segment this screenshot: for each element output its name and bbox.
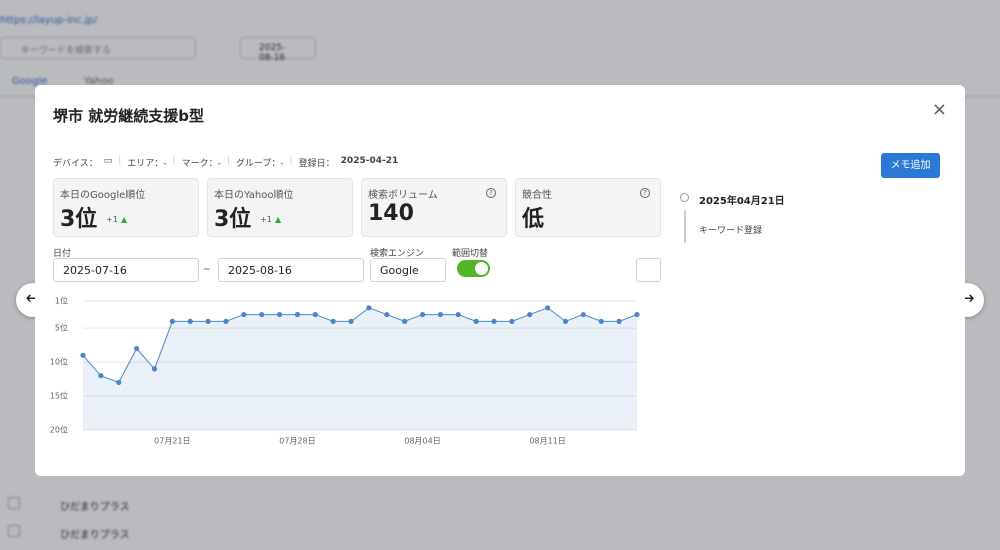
range-toggle[interactable]: [457, 260, 490, 277]
point: [473, 318, 479, 324]
timeline-text: キーワード登録: [699, 226, 763, 236]
timeline-dot: [680, 193, 689, 202]
engine-select[interactable]: Google: [370, 258, 446, 282]
date-separator: ~: [203, 265, 211, 275]
device-icon: ▭: [103, 156, 113, 166]
point: [169, 318, 175, 324]
help-icon[interactable]: ?: [640, 188, 650, 198]
close-button[interactable]: ×: [931, 99, 947, 120]
point: [491, 318, 497, 324]
checkbox[interactable]: [8, 497, 20, 509]
timeline-date: 2025年04月21日: [699, 196, 785, 207]
point: [348, 318, 354, 324]
area: エリア：-: [127, 159, 167, 169]
card: 本日のYahoo順位 3位 +1 ▲: [207, 178, 353, 237]
x-tick-label: 08月04日: [404, 437, 440, 446]
point: [384, 311, 390, 318]
card: 検索ボリューム 140?: [361, 178, 507, 237]
y-tick-label: 15位: [50, 391, 68, 401]
range-label: 範囲切替: [452, 249, 489, 259]
date-label: 日付: [53, 249, 72, 259]
point: [241, 311, 247, 318]
engine-label: 検索エンジン: [370, 249, 425, 259]
modal: 堺市 就労継続支援b型 × デバイス： ▭ | エリア：- | マーク：- | グループ…: [35, 85, 965, 476]
end-date[interactable]: 2025-08-16: [218, 258, 364, 282]
card-value: 低: [522, 207, 545, 232]
panel-toggle[interactable]: [636, 258, 661, 282]
card-value: 3位: [60, 207, 98, 232]
card-label: 検索ボリューム: [368, 190, 438, 201]
point: [330, 318, 336, 324]
point: [616, 318, 622, 324]
point: [151, 366, 158, 372]
card-label: 本日のYahoo順位: [214, 190, 294, 201]
point: [437, 311, 444, 318]
device-label: デバイス：: [53, 159, 98, 169]
start-date[interactable]: 2025-07-16: [53, 258, 199, 282]
checkbox[interactable]: [8, 525, 20, 537]
point: [312, 311, 318, 318]
x-tick-label: 08月11日: [529, 437, 565, 446]
card: 競合性低?: [515, 178, 661, 237]
date-field[interactable]: 2025-08-16: [240, 37, 316, 63]
point: [98, 373, 104, 379]
point: [402, 318, 408, 324]
card-change: +1: [106, 215, 118, 224]
point: [116, 379, 122, 386]
card-label: 本日のGoogle順位: [60, 190, 146, 201]
row-name: ひだまりプラス: [60, 530, 130, 541]
help-icon[interactable]: ?: [486, 188, 496, 198]
point: [259, 311, 265, 318]
point: [294, 311, 301, 318]
timeline-line: [684, 210, 686, 243]
tab[interactable]: Yahoo: [84, 76, 114, 87]
modal-title: 堺市 就労継続支援b型: [53, 107, 204, 125]
row-name: ひだまりプラス: [60, 502, 130, 513]
x-tick-label: 07月21日: [154, 437, 190, 446]
tab[interactable]: Google: [12, 76, 48, 87]
point: [527, 311, 533, 318]
point: [580, 311, 586, 318]
point: [562, 318, 569, 324]
point: [134, 345, 140, 352]
point: [634, 311, 640, 318]
area: [83, 307, 637, 430]
point: [509, 318, 515, 324]
point: [455, 311, 461, 318]
card-change: +1: [260, 215, 272, 224]
up-icon: ▲: [275, 215, 282, 224]
point: [187, 318, 193, 324]
group: グループ：-: [235, 159, 284, 169]
card-value: 3位: [214, 207, 252, 232]
mark: マーク：-: [181, 159, 221, 169]
point: [598, 318, 604, 324]
registered-date: 2025-04-21: [340, 156, 399, 166]
point: [545, 305, 551, 311]
line: [82, 307, 638, 384]
point: [205, 318, 211, 324]
point: [223, 318, 229, 324]
y-tick-label: 1位: [55, 296, 68, 306]
point: [80, 352, 86, 358]
site-url[interactable]: https://layup-inc.jp/: [0, 15, 98, 26]
search-box[interactable]: キーワードを検索する: [0, 37, 196, 59]
y-tick-label: 10位: [50, 357, 68, 367]
y-tick-label: 20位: [50, 425, 68, 435]
point: [276, 311, 283, 318]
card: 本日のGoogle順位 3位 +1 ▲: [53, 178, 199, 237]
memo-button[interactable]: メモ追加: [881, 153, 940, 178]
point: [419, 311, 426, 318]
card-label: 競合性: [522, 190, 552, 201]
up-icon: ▲: [121, 215, 128, 224]
x-tick-label: 07月28日: [279, 437, 315, 446]
meta-row: デバイス： ▭ | エリア：- | マーク：- | グループ：- | 登録日： 2025-0…: [53, 156, 399, 169]
point: [366, 305, 372, 311]
rank-chart: 1位 5位 10位 15位 20位 07月21日 07月28日 08月04日 08月11日: [50, 296, 640, 446]
card-value: 140: [368, 201, 414, 226]
y-tick-label: 5位: [55, 323, 68, 333]
registered-label: 登録日：: [298, 159, 335, 169]
